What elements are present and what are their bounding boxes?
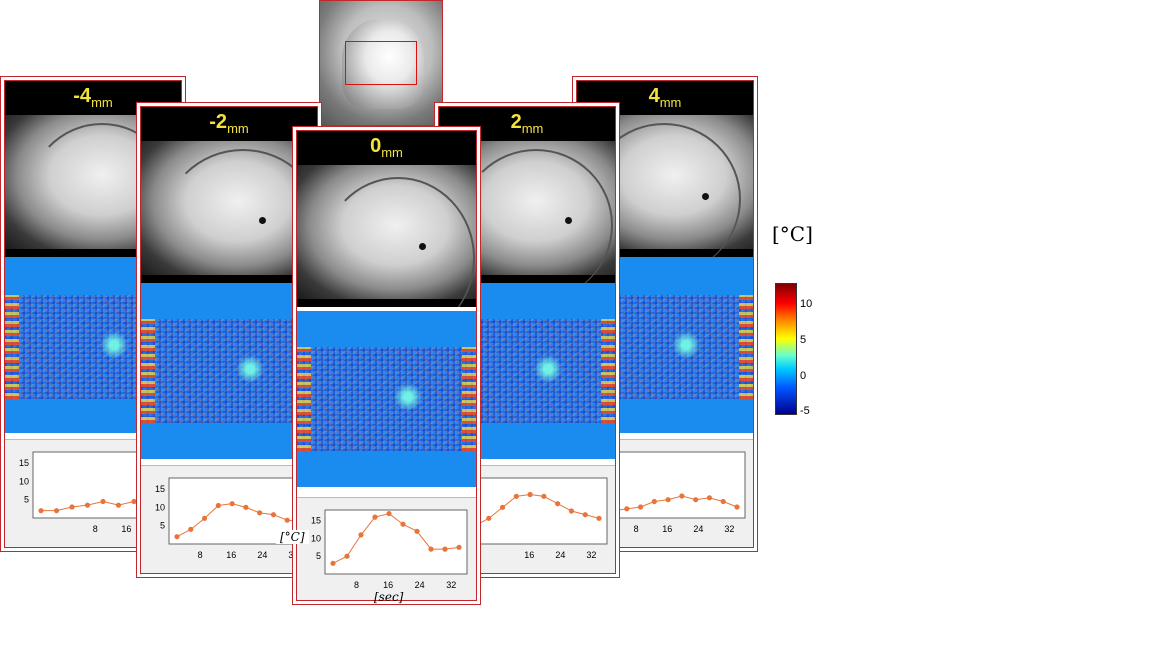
x-tick-label: 16 — [226, 550, 236, 560]
data-point — [188, 526, 194, 532]
mri-image: 0mm — [297, 131, 476, 307]
data-point — [555, 501, 561, 507]
x-tick-label: 32 — [724, 524, 734, 534]
y-tick-label: 10 — [311, 533, 321, 543]
y-tick-label: 10 — [19, 476, 29, 486]
x-tick-label: 16 — [121, 524, 131, 534]
series-line — [332, 513, 460, 564]
data-point — [344, 553, 350, 559]
head-silhouette — [342, 19, 424, 109]
data-point — [679, 493, 685, 499]
data-point — [53, 508, 60, 514]
data-point — [624, 506, 630, 512]
data-point — [174, 534, 180, 540]
thermal-map — [297, 311, 476, 487]
slice-label: -2mm — [209, 111, 249, 136]
colorbar-tick: 0 — [800, 370, 807, 382]
series-line — [176, 503, 302, 538]
data-point — [100, 498, 106, 505]
x-tick-label: 8 — [93, 524, 98, 534]
data-point — [386, 510, 392, 517]
x-axis-unit-label: [sec] — [374, 590, 404, 604]
data-point — [499, 504, 506, 510]
colorbar-tick: 5 — [800, 334, 807, 346]
data-point — [456, 544, 462, 550]
data-point — [582, 512, 588, 518]
data-point — [358, 532, 364, 538]
data-point — [706, 495, 713, 501]
y-tick-label: 5 — [24, 495, 29, 505]
colorbar-title: [°C] — [772, 222, 813, 246]
slice-label: 2mm — [510, 111, 544, 136]
data-point — [651, 498, 657, 505]
slice-label: 0mm — [370, 135, 403, 160]
x-tick-label: 8 — [354, 580, 359, 590]
data-point — [400, 521, 406, 527]
data-point — [229, 501, 235, 507]
data-point — [84, 502, 91, 508]
x-tick-label: 16 — [662, 524, 672, 534]
data-point — [442, 546, 448, 552]
series-line — [474, 493, 600, 527]
data-point — [38, 508, 44, 514]
data-point — [330, 560, 336, 566]
chart-frame — [324, 509, 468, 575]
thermal-map — [141, 283, 317, 459]
y-tick-label: 5 — [316, 551, 321, 561]
x-tick-label: 32 — [586, 550, 596, 560]
colorbar-tick: 10 — [800, 298, 813, 310]
temperature-chart: 15 10 5 8 16 24 32 — [297, 497, 476, 600]
reference-head-image — [319, 0, 443, 126]
data-point — [243, 504, 249, 510]
data-point — [720, 498, 726, 505]
x-tick-label: 24 — [415, 580, 425, 590]
x-tick-label: 8 — [634, 524, 639, 534]
data-point — [69, 504, 75, 510]
data-point — [541, 493, 547, 499]
y-axis-unit-label: [°C] — [276, 530, 309, 544]
data-point — [513, 493, 519, 499]
x-tick-label: 16 — [524, 550, 534, 560]
data-point — [270, 512, 277, 518]
y-tick-label: 10 — [155, 502, 165, 512]
x-tick-label: 24 — [257, 550, 267, 560]
data-point — [693, 497, 699, 503]
data-point — [257, 510, 263, 516]
data-point — [201, 515, 208, 521]
series-line — [612, 495, 738, 512]
x-tick-label: 32 — [446, 580, 456, 590]
data-point — [414, 528, 420, 534]
data-point — [596, 515, 602, 521]
y-tick-label: 5 — [160, 521, 165, 531]
data-point — [665, 497, 671, 503]
x-tick-label: 16 — [383, 580, 393, 590]
x-tick-label: 24 — [555, 550, 565, 560]
data-point — [115, 502, 122, 508]
slice-label: -4mm — [73, 85, 113, 110]
colorbar-tick: -5 — [800, 405, 810, 417]
panel-0mm: 0mm 15 10 5 8 16 24 32 — [292, 126, 481, 605]
data-point — [428, 546, 434, 552]
data-point — [284, 517, 290, 523]
chart-frame — [466, 477, 608, 545]
data-point — [131, 498, 137, 505]
slice-label: 4mm — [648, 85, 682, 110]
x-tick-label: 24 — [693, 524, 703, 534]
data-point — [637, 504, 644, 510]
roi-box — [345, 41, 417, 85]
data-point — [486, 515, 492, 521]
y-tick-label: 15 — [155, 484, 165, 494]
data-point — [734, 504, 740, 510]
data-point — [372, 514, 378, 520]
x-tick-label: 8 — [198, 550, 203, 560]
data-point — [568, 508, 575, 514]
mri-image: -2mm — [141, 107, 317, 283]
y-tick-label: 15 — [19, 458, 29, 468]
colorbar — [775, 283, 797, 415]
y-tick-label: 15 — [311, 516, 321, 526]
data-point — [527, 491, 533, 498]
data-point — [215, 502, 221, 509]
